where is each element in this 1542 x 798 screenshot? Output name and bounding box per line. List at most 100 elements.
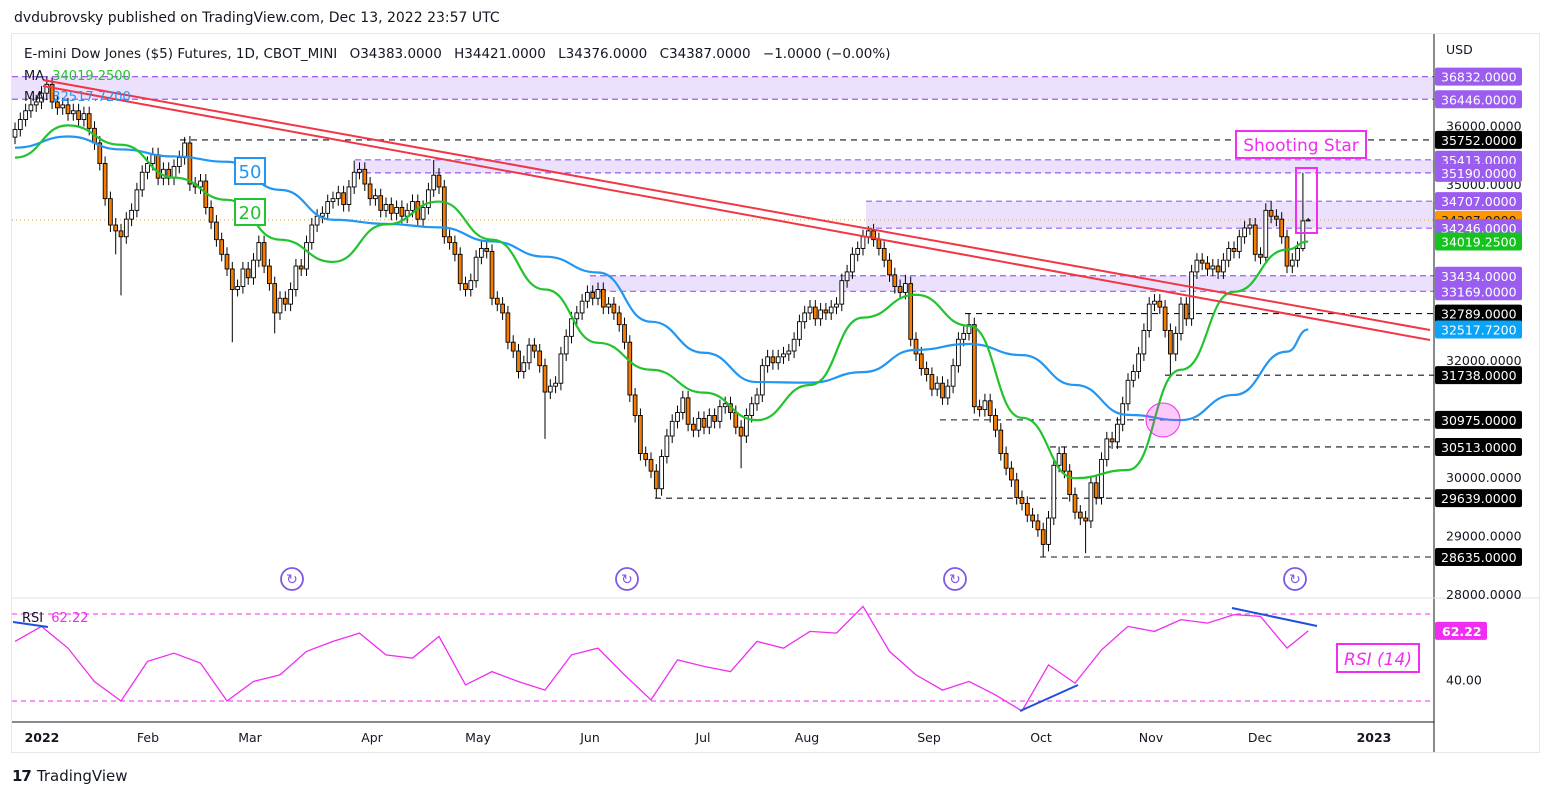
ma50-tag: 50	[239, 162, 262, 183]
candle-body	[118, 230, 124, 238]
chart-header: E-mini Dow Jones ($5) Futures, 1D, CBOT_…	[24, 46, 890, 62]
candle-body	[33, 101, 39, 106]
candle-body	[956, 338, 961, 367]
price-label: 32789.0000	[1441, 307, 1517, 322]
candle-body	[70, 110, 76, 115]
candle-body	[892, 274, 898, 287]
candle-body	[1104, 438, 1110, 460]
candle-body	[293, 265, 299, 290]
candle-body	[436, 174, 442, 188]
footer-brand[interactable]: TradingView	[36, 767, 128, 785]
candle-body	[1062, 453, 1067, 472]
candle-body	[245, 268, 251, 279]
price-label-bg	[1435, 192, 1522, 211]
time-tick: Jun	[579, 730, 600, 745]
candle-body	[330, 198, 336, 203]
legend-ma20[interactable]: MA 34019.2500	[24, 69, 131, 84]
price-tick: 30000.0000	[1446, 470, 1522, 485]
candle-body	[256, 242, 262, 261]
candle-body	[961, 332, 967, 340]
candles-layer	[12, 76, 1311, 557]
rsi-last-label: 62.22	[1442, 624, 1482, 639]
candle-body	[182, 142, 187, 159]
candle-body	[781, 353, 786, 358]
candle-body	[1067, 470, 1073, 496]
candle-body	[802, 312, 808, 323]
candle-body	[680, 397, 686, 413]
legend-ma50-label: MA	[24, 90, 44, 105]
zone-band	[590, 275, 1434, 292]
candle-body	[505, 312, 511, 343]
candle-body	[765, 356, 770, 367]
price-label-bg	[1435, 163, 1522, 182]
candle-body	[208, 206, 214, 223]
candle-body	[648, 458, 654, 472]
replay-icon[interactable]: ↻	[280, 567, 304, 591]
candle-body	[304, 242, 309, 270]
candle-body	[1205, 262, 1210, 270]
price-label: 36446.0000	[1441, 92, 1517, 107]
legend-rsi-value: 62.22	[51, 611, 88, 626]
candle-body	[638, 415, 643, 455]
candle-body	[696, 417, 702, 431]
time-tick: Oct	[1030, 730, 1052, 745]
candle-body	[1295, 248, 1300, 261]
price-label: 34246.0000	[1441, 221, 1517, 236]
candle-body	[722, 403, 728, 408]
candle-body	[876, 239, 882, 249]
candle-body	[17, 119, 23, 130]
candle-body	[272, 283, 278, 314]
candle-body	[844, 271, 850, 282]
candle-body	[887, 259, 892, 276]
candle-body	[500, 303, 505, 314]
rsi-layer	[12, 605, 1434, 712]
candle-body	[1199, 259, 1205, 264]
ma50-tag-box	[234, 157, 266, 185]
candle-body	[28, 104, 34, 112]
replay-icon[interactable]: ↻	[943, 567, 967, 591]
candle-body	[600, 289, 606, 308]
candle-body	[55, 101, 60, 109]
legend-rsi-label: RSI	[22, 611, 43, 626]
replay-icon-glyph: ↻	[621, 572, 633, 588]
candle-body	[12, 129, 18, 138]
price-label: 35752.0000	[1441, 133, 1517, 148]
candle-body	[908, 283, 914, 340]
price-label-bg	[1435, 410, 1522, 429]
pattern-tag: Shooting Star	[1243, 136, 1359, 156]
candle-body	[1258, 253, 1263, 258]
candle-body	[913, 338, 919, 355]
candle-body	[993, 415, 998, 431]
candle-body	[1194, 259, 1200, 273]
legend-ma50[interactable]: MA 32517.7200	[24, 90, 131, 105]
candle-body	[532, 344, 537, 352]
replay-icon-ring	[615, 567, 639, 591]
candle-body	[664, 435, 670, 457]
candle-body	[463, 283, 468, 290]
candle-body	[282, 297, 288, 305]
replay-icon[interactable]: ↻	[615, 567, 639, 591]
candle-body	[426, 189, 431, 208]
trendline-upper	[42, 79, 1431, 331]
legend-rsi[interactable]: RSI 62.22	[22, 611, 88, 626]
candle-body	[987, 400, 993, 416]
candle-body	[616, 312, 622, 326]
candle-body	[81, 113, 87, 120]
candle-body	[447, 236, 452, 244]
candle-body	[1183, 303, 1189, 320]
time-tick: 2022	[25, 730, 60, 745]
price-tick: 32000.0000	[1446, 353, 1522, 368]
tradingview-logo-icon[interactable]: 17	[12, 767, 32, 785]
candle-body	[653, 470, 659, 490]
chart-frame	[11, 33, 1540, 753]
candle-body	[834, 303, 839, 308]
candle-body	[494, 297, 500, 305]
candle-body	[198, 180, 203, 188]
candle-body	[97, 142, 103, 164]
annotations-layer: ↻ ↻ ↻ ↻	[42, 79, 1431, 591]
candle-body	[357, 168, 362, 173]
time-tick: Aug	[795, 730, 819, 745]
replay-icon[interactable]: ↻	[1283, 567, 1307, 591]
ohlc-open: O34383.0000	[350, 46, 442, 62]
